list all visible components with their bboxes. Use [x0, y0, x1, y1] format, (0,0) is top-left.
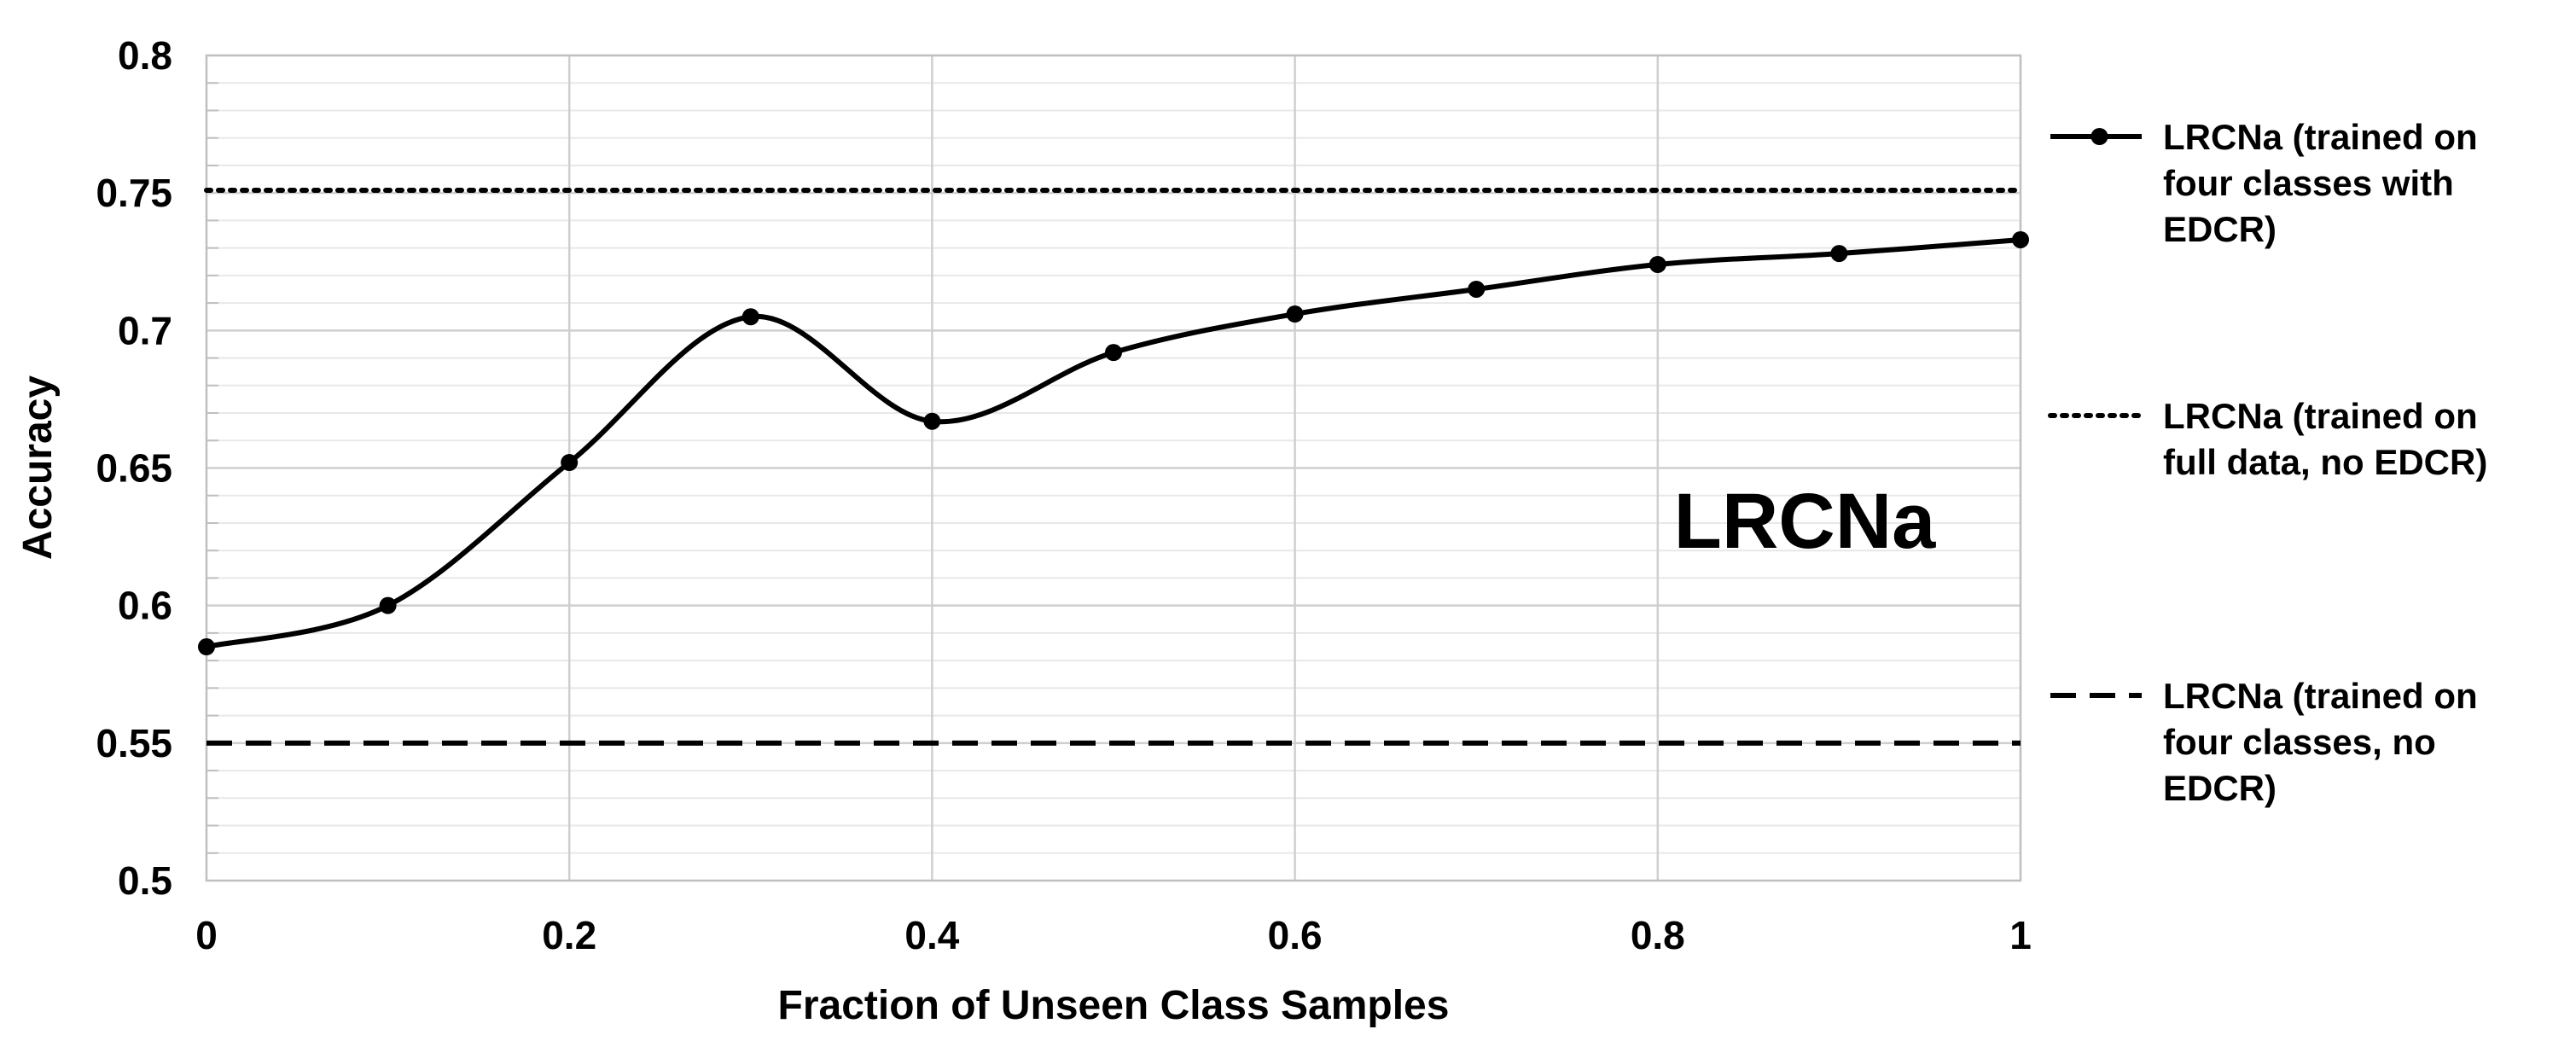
- legend-label: four classes with: [2163, 163, 2454, 203]
- y-tick-label: 0.65: [96, 446, 172, 491]
- data-point: [1830, 245, 1848, 263]
- data-point: [741, 308, 759, 326]
- y-tick-label: 0.75: [96, 171, 172, 215]
- y-tick-label: 0.6: [118, 584, 172, 628]
- y-tick-labels: 0.5 0.55 0.6 0.65 0.7 0.75 0.8: [96, 33, 172, 903]
- data-point: [1468, 280, 1486, 298]
- x-tick-label: 0.4: [904, 913, 959, 957]
- legend-label: EDCR): [2163, 209, 2277, 249]
- legend-label: full data, no EDCR): [2163, 442, 2487, 482]
- legend-entry: LRCNa (trained on four classes with EDCR): [2050, 117, 2478, 249]
- legend-label: EDCR): [2163, 768, 2277, 808]
- legend-marker: [2090, 128, 2108, 145]
- plot-frame: [205, 54, 2022, 882]
- data-point: [1649, 255, 1666, 273]
- x-tick-label: 0.2: [542, 913, 596, 957]
- major-gridlines: [206, 55, 2021, 881]
- data-point: [379, 596, 397, 614]
- data-point: [198, 638, 215, 656]
- data-point: [1105, 344, 1122, 362]
- y-axis-title: Accuracy: [15, 375, 61, 560]
- legend-label: four classes, no: [2163, 722, 2436, 762]
- x-tick-label: 0.8: [1631, 913, 1685, 957]
- x-tick-labels: 0 0.2 0.4 0.6 0.8 1: [195, 913, 2032, 957]
- data-point: [2012, 230, 2029, 248]
- legend-label: LRCNa (trained on: [2163, 396, 2478, 436]
- series-line-edcr-four-classes: [206, 236, 2021, 649]
- legend-label: LRCNa (trained on: [2163, 117, 2478, 157]
- chart-annotation: LRCNa: [1674, 478, 1937, 565]
- axes: [205, 54, 2022, 882]
- legend-label: LRCNa (trained on: [2163, 676, 2478, 716]
- x-tick-label: 1: [2009, 913, 2032, 957]
- legend-entry: LRCNa (trained on full data, no EDCR): [2048, 396, 2487, 482]
- minor-gridlines: [206, 82, 2021, 854]
- data-point: [561, 454, 579, 472]
- y-tick-label: 0.5: [118, 858, 172, 903]
- x-tick-label: 0: [195, 913, 218, 957]
- y-tick-label: 0.55: [96, 721, 172, 765]
- series-group: [198, 187, 2029, 746]
- data-point: [923, 412, 941, 430]
- x-tick-label: 0.6: [1268, 913, 1323, 957]
- legend-entry: LRCNa (trained on four classes, no EDCR): [2050, 676, 2478, 808]
- x-axis-title: Fraction of Unseen Class Samples: [778, 983, 1450, 1028]
- y-tick-label: 0.8: [118, 33, 172, 78]
- data-point: [1286, 305, 1304, 323]
- y-tick-label: 0.7: [118, 308, 172, 352]
